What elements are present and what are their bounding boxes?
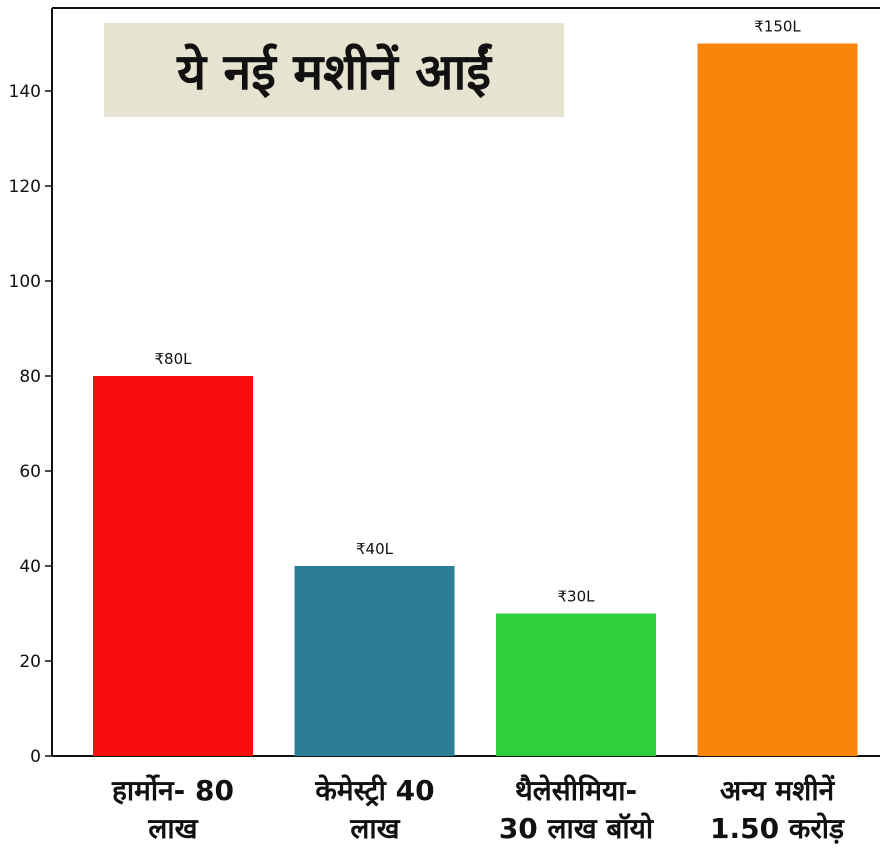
bar-value-label: ₹80L (155, 350, 193, 368)
y-tick-label: 0 (30, 747, 41, 767)
x-tick-label-line: हार्मोन- 80 (112, 774, 234, 807)
bar-value-label: ₹150L (754, 18, 801, 36)
y-tick-label: 60 (19, 462, 41, 482)
bar (697, 43, 858, 756)
y-axis-ticks: 0 20 40 60 80 100 120 140 (9, 82, 52, 767)
bar (93, 376, 253, 756)
y-tick-label: 80 (19, 367, 41, 387)
x-tick-label-thalassemia: थैलेसीमिया- 30 लाख बॉयो (476, 772, 676, 848)
bar (496, 613, 656, 756)
y-tick-label: 140 (9, 82, 41, 102)
data-labels: ₹80L ₹40L ₹30L ₹150L (155, 18, 802, 606)
y-tick-label: 20 (19, 652, 41, 672)
x-tick-label-other-machines: अन्य मशीनें 1.50 करोड़ (677, 772, 877, 848)
y-tick-label: 100 (9, 272, 41, 292)
bar (294, 566, 455, 756)
x-tick-label-line: अन्य मशीनें (719, 774, 835, 807)
x-tick-label-line: केमेस्ट्री 40 (315, 774, 435, 807)
bars (93, 43, 858, 756)
chart-title: ये नई मशीनें आईं (177, 43, 491, 101)
x-tick-label-line: लाख (148, 812, 198, 845)
y-tick-label: 120 (9, 177, 41, 197)
x-tick-label-line: 30 लाख बॉयो (498, 812, 654, 845)
x-tick-label-line: थैलेसीमिया- (514, 774, 638, 807)
bar-value-label: ₹30L (558, 588, 596, 606)
x-tick-label-chemistry: केमेस्ट्री 40 लाख (275, 772, 475, 848)
x-tick-label-line: 1.50 करोड़ (709, 812, 845, 845)
x-tick-label-hormone: हार्मोन- 80 लाख (73, 772, 273, 848)
chart-title-box: ये नई मशीनें आईं (104, 23, 564, 117)
x-tick-label-line: लाख (350, 812, 400, 845)
bar-value-label: ₹40L (356, 540, 394, 558)
y-tick-label: 40 (19, 557, 41, 577)
